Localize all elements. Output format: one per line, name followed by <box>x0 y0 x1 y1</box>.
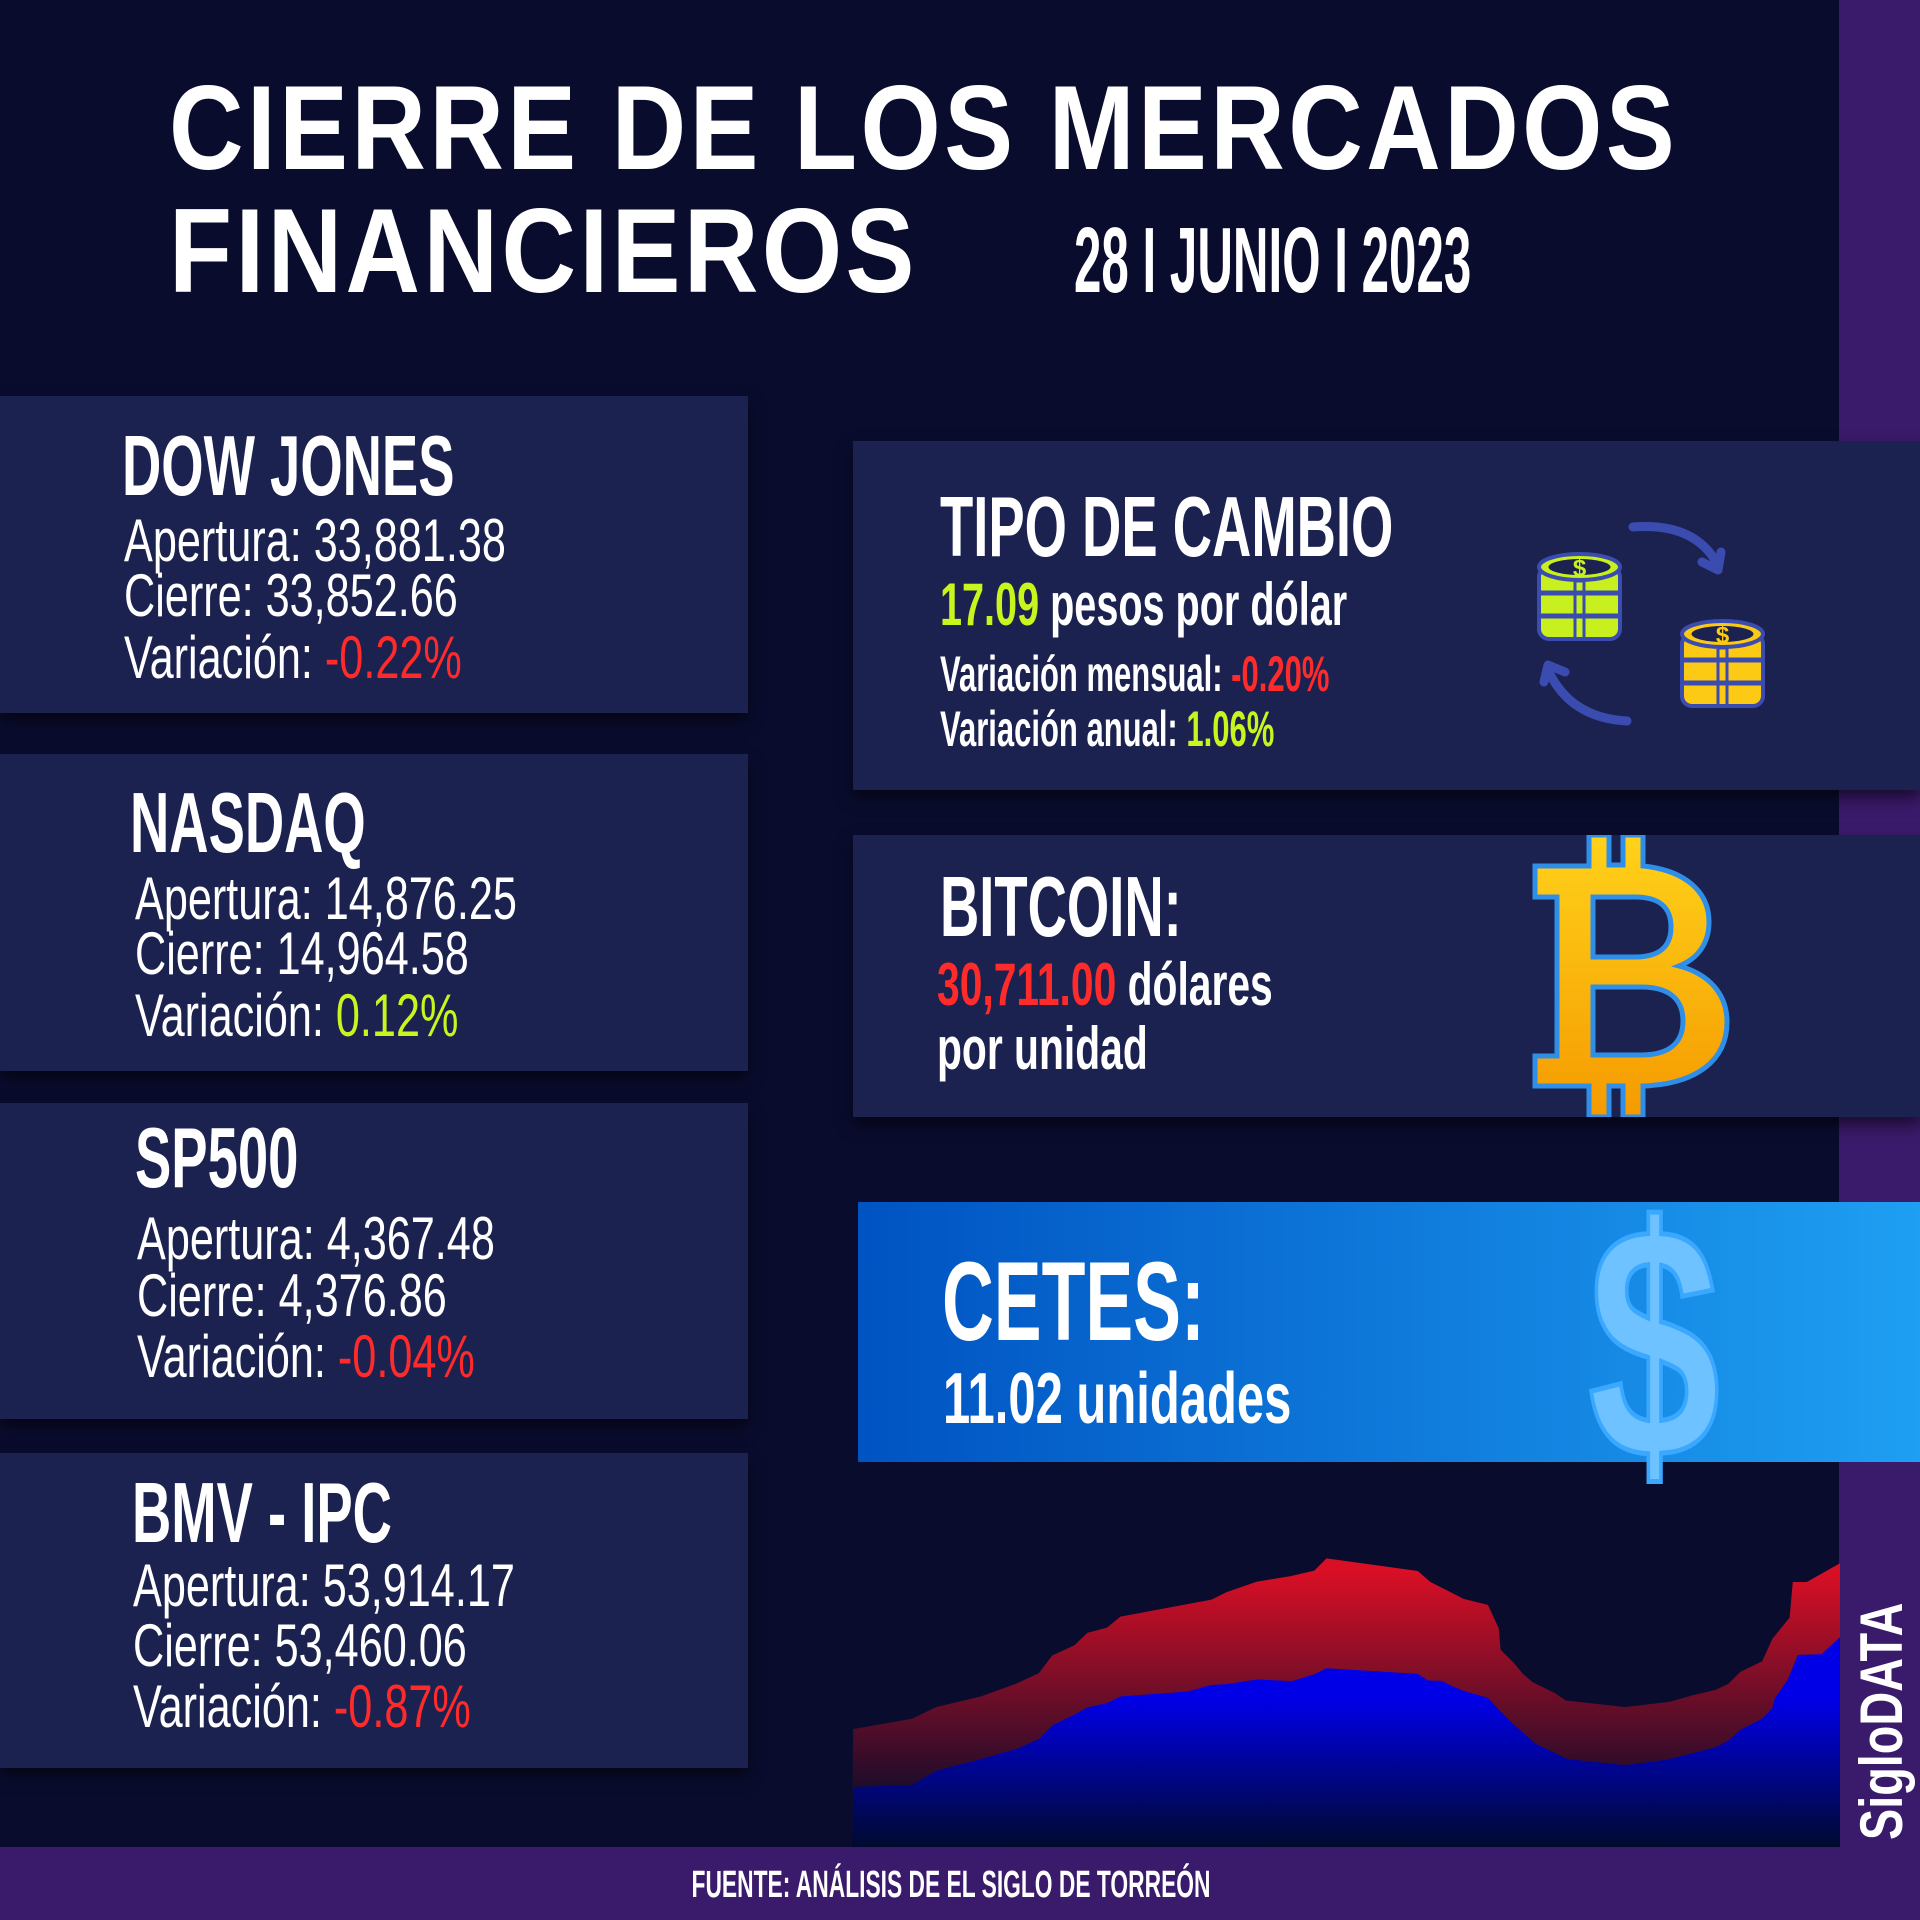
exchange-annual-variation: Variación anual: 1.06% <box>940 701 1275 757</box>
bitcoin-icon <box>1532 835 1730 1117</box>
cetes-panel <box>858 1202 1920 1462</box>
index-close: Cierre: 14,964.58 <box>135 920 469 987</box>
exchange-rate-panel <box>853 441 1920 790</box>
bitcoin-unit: por unidad <box>937 1015 1148 1082</box>
source-footer: FUENTE: ANÁLISIS DE EL SIGLO DE TORREÓN <box>691 1864 1211 1906</box>
date: 28 I JUNIO I 2023 <box>1074 208 1472 312</box>
coins-exchange-icon: $ <box>1520 521 1780 726</box>
exchange-title: TIPO DE CAMBIO <box>940 480 1394 575</box>
nasdaq-panel <box>0 754 748 1071</box>
index-open: Apertura: 53,914.17 <box>133 1552 515 1619</box>
index-close: Cierre: 33,852.66 <box>124 562 458 629</box>
exchange-rate: 17.09 pesos por dólar <box>940 571 1348 638</box>
cetes-value: 11.02 unidades <box>943 1359 1292 1439</box>
sp500-panel <box>0 1103 748 1419</box>
bitcoin-panel <box>853 835 1920 1117</box>
page-title-line1: CIERRE DE LOS MERCADOS <box>169 61 1679 195</box>
index-variation: Variación: -0.04% <box>137 1323 475 1390</box>
index-open: Apertura: 14,876.25 <box>135 865 517 932</box>
page-title-line2: FINANCIEROS <box>169 184 918 318</box>
index-name: NASDAQ <box>130 776 366 871</box>
index-name: SP500 <box>135 1111 299 1206</box>
cetes-title: CETES: <box>942 1239 1205 1364</box>
index-variation: Variación: -0.87% <box>133 1673 471 1740</box>
index-close: Cierre: 53,460.06 <box>133 1612 467 1679</box>
footer-strip <box>0 1847 1920 1920</box>
index-name: BMV - IPC <box>132 1466 392 1561</box>
dollar-icon: $ <box>1586 1158 1722 1527</box>
index-open: Apertura: 33,881.38 <box>124 507 506 574</box>
index-variation: Variación: 0.12% <box>135 982 459 1049</box>
index-open: Apertura: 4,367.48 <box>137 1205 495 1272</box>
index-name: DOW JONES <box>122 419 455 514</box>
bitcoin-title: BITCOIN: <box>940 860 1182 955</box>
decorative-area-graphic <box>851 1558 1840 1847</box>
dow-jones-panel <box>0 396 748 713</box>
bitcoin-price: 30,711.00 dólares <box>937 951 1273 1018</box>
index-close: Cierre: 4,376.86 <box>137 1262 447 1329</box>
exchange-monthly-variation: Variación mensual: -0.20% <box>940 646 1330 702</box>
bmv-ipc-panel <box>0 1453 748 1768</box>
siglodata-logo: SigloDATA <box>1848 1602 1915 1840</box>
blue-area <box>851 1637 1840 1847</box>
index-variation: Variación: -0.22% <box>124 624 462 691</box>
